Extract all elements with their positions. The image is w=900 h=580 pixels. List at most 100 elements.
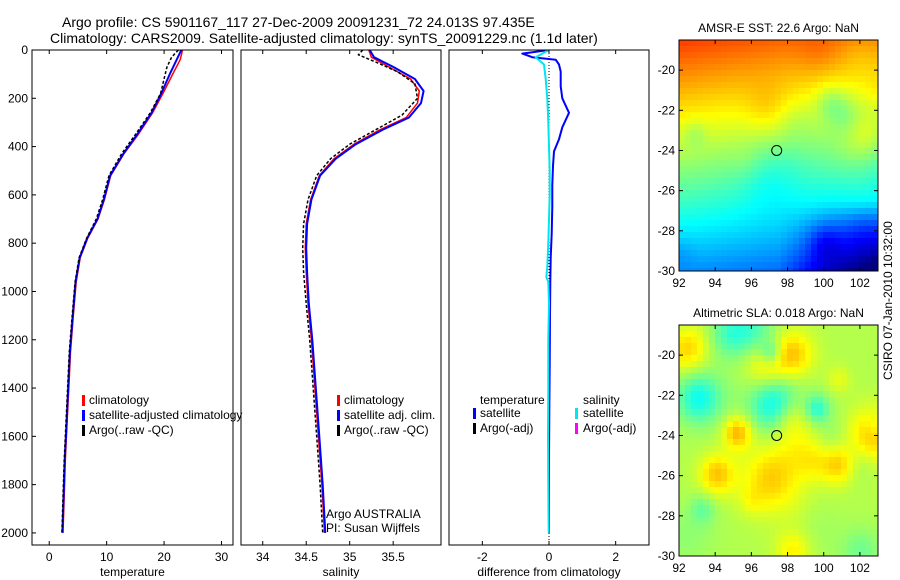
heat-cell	[691, 184, 698, 191]
heat-cell	[811, 160, 818, 167]
heat-cell	[793, 58, 800, 65]
heat-cell	[787, 475, 794, 482]
heat-cell	[697, 262, 704, 269]
heat-cell	[775, 529, 782, 536]
heat-cell	[775, 547, 782, 554]
heat-cell	[757, 190, 764, 197]
heat-cell	[709, 190, 716, 197]
heat-cell	[685, 379, 692, 386]
heat-cell	[811, 166, 818, 173]
heat-cell	[811, 94, 818, 101]
x-tick-label: 10	[100, 550, 114, 564]
heat-cell	[859, 409, 866, 416]
heat-cell	[829, 100, 836, 107]
heat-cell	[853, 184, 860, 191]
heat-cell	[841, 130, 848, 137]
heat-cell	[817, 445, 824, 452]
heat-cell	[751, 160, 758, 167]
heat-cell	[793, 457, 800, 464]
heat-cell	[865, 244, 872, 251]
heat-cell	[769, 40, 776, 47]
heat-cell	[871, 487, 878, 494]
heat-cell	[853, 475, 860, 482]
heat-cell	[781, 553, 788, 556]
heat-cell	[739, 190, 746, 197]
heat-cell	[811, 463, 818, 470]
heat-cell	[691, 232, 698, 239]
heat-cell	[805, 385, 812, 392]
heat-cell	[853, 268, 860, 271]
heat-cell	[787, 214, 794, 221]
heat-cell	[859, 268, 866, 271]
heat-cell	[799, 178, 806, 185]
heat-cell	[793, 337, 800, 344]
heat-cell	[871, 112, 878, 119]
heat-cell	[721, 415, 728, 422]
heat-cell	[715, 76, 722, 83]
heat-cell	[805, 397, 812, 404]
heat-cell	[817, 535, 824, 542]
heat-cell	[823, 529, 830, 536]
y-tick-label: 1000	[1, 284, 28, 298]
heat-cell	[871, 184, 878, 191]
argo-location-marker	[771, 144, 783, 156]
heat-cell	[805, 343, 812, 350]
heat-cell	[715, 106, 722, 113]
heat-cell	[871, 451, 878, 458]
heat-cell	[715, 94, 722, 101]
heat-cell	[715, 445, 722, 452]
heat-cell	[853, 355, 860, 362]
heat-cell	[871, 385, 878, 392]
heat-cell	[775, 349, 782, 356]
legend-swatch	[82, 425, 85, 436]
heat-cell	[793, 343, 800, 350]
heat-cell	[745, 421, 752, 428]
heat-cell	[727, 463, 734, 470]
heat-cell	[817, 178, 824, 185]
heat-cell	[847, 184, 854, 191]
heat-cell	[847, 337, 854, 344]
heat-cell	[709, 76, 716, 83]
heat-cell	[757, 94, 764, 101]
heat-cell	[721, 100, 728, 107]
heat-cell	[829, 373, 836, 380]
heat-cell	[727, 391, 734, 398]
heat-cell	[733, 535, 740, 542]
heat-cell	[769, 232, 776, 239]
heat-cell	[805, 130, 812, 137]
heat-cell	[835, 475, 842, 482]
heat-cell	[703, 547, 710, 554]
heat-cell	[721, 130, 728, 137]
heat-cell	[799, 337, 806, 344]
heat-cell	[733, 493, 740, 500]
heat-cell	[769, 535, 776, 542]
heat-cell	[841, 148, 848, 155]
heat-cell	[685, 262, 692, 269]
heat-cell	[763, 487, 770, 494]
heat-cell	[871, 64, 878, 71]
heat-cell	[727, 343, 734, 350]
heat-cell	[859, 391, 866, 398]
heat-cell	[805, 160, 812, 167]
heat-cell	[859, 184, 866, 191]
heat-cell	[835, 325, 842, 332]
heat-cell	[871, 553, 878, 556]
heat-cell	[691, 154, 698, 161]
heat-cell	[817, 76, 824, 83]
heat-cell	[739, 142, 746, 149]
heat-cell	[823, 160, 830, 167]
heat-cell	[817, 379, 824, 386]
heat-cell	[709, 343, 716, 350]
x-tick-label: 35	[343, 550, 357, 564]
heat-cell	[775, 250, 782, 257]
heat-cell	[817, 493, 824, 500]
heat-cell	[769, 511, 776, 518]
heat-cell	[853, 439, 860, 446]
heat-cell	[703, 529, 710, 536]
heat-cell	[847, 535, 854, 542]
heat-cell	[787, 256, 794, 263]
heat-cell	[787, 487, 794, 494]
heat-cell	[703, 112, 710, 119]
heat-cell	[823, 403, 830, 410]
legend-label: Argo(..raw -QC)	[344, 423, 429, 437]
